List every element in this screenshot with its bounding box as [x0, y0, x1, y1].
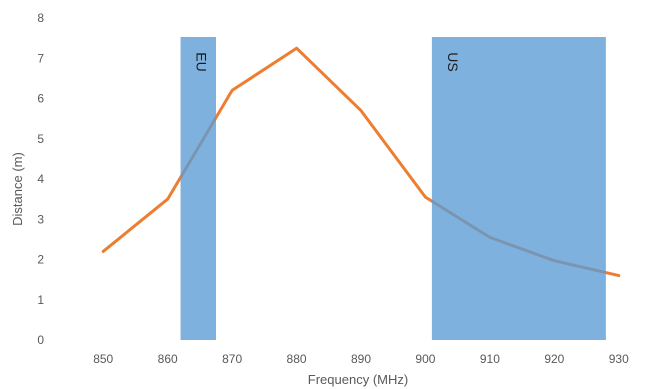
y-axis-tick-labels: 0 1 2 3 4 5 6 7 8 [37, 11, 44, 347]
y-axis-title: Distance (m) [10, 152, 25, 226]
band-label-eu: EU [194, 52, 210, 71]
x-tick-label: 860 [158, 352, 178, 366]
y-tick-label: 0 [37, 333, 44, 347]
x-axis-tick-labels: 850 860 870 880 890 900 910 920 930 [93, 352, 629, 366]
y-tick-label: 7 [37, 51, 44, 65]
y-tick-label: 1 [37, 293, 44, 307]
x-tick-label: 870 [222, 352, 242, 366]
x-tick-label: 930 [609, 352, 629, 366]
x-tick-label: 920 [544, 352, 564, 366]
y-tick-label: 4 [37, 172, 44, 186]
x-tick-label: 880 [287, 352, 307, 366]
band-label-us: US [445, 52, 461, 71]
y-tick-label: 3 [37, 212, 44, 226]
x-tick-label: 850 [93, 352, 113, 366]
x-tick-label: 910 [480, 352, 500, 366]
y-tick-label: 8 [37, 11, 44, 25]
y-tick-label: 2 [37, 253, 44, 267]
x-tick-label: 900 [415, 352, 435, 366]
y-tick-label: 6 [37, 92, 44, 106]
x-tick-label: 890 [351, 352, 371, 366]
band-us [431, 37, 606, 340]
band-eu [180, 37, 216, 340]
y-tick-label: 5 [37, 132, 44, 146]
frequency-bands [180, 37, 606, 340]
x-axis-title: Frequency (MHz) [308, 372, 408, 387]
band-labels: EU US [194, 52, 461, 71]
